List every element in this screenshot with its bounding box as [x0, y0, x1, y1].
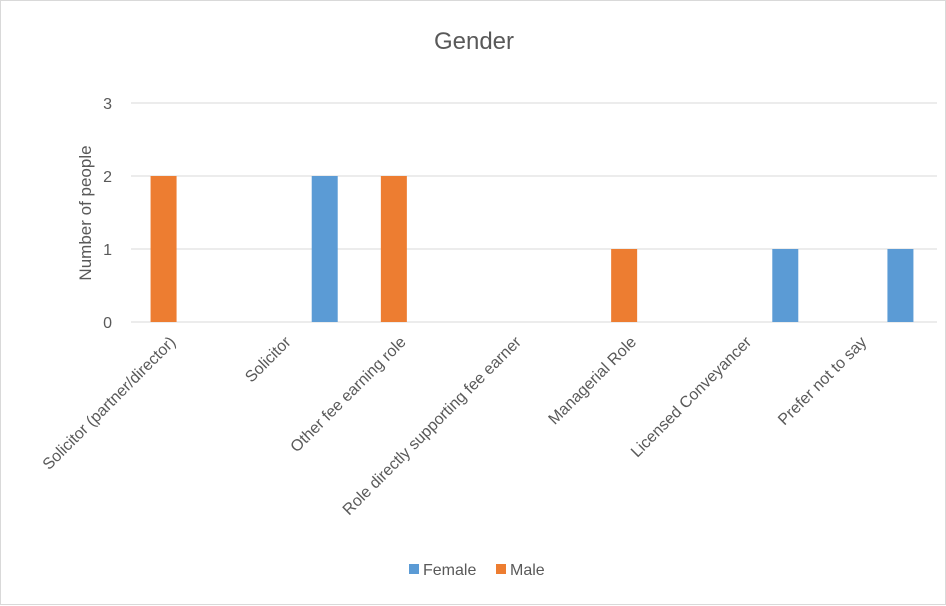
- y-axis-ticks: 0 1 2 3: [103, 96, 112, 332]
- legend-label: Female: [423, 562, 476, 579]
- bars: [150, 176, 914, 322]
- x-tick-label: Solicitor: [242, 333, 295, 386]
- x-tick-label: Prefer not to say: [775, 334, 870, 429]
- bar-female: [772, 249, 799, 322]
- legend-swatch-male: [496, 564, 506, 574]
- x-tick-label: Managerial Role: [546, 334, 640, 428]
- bar-female: [311, 176, 338, 322]
- y-tick-label: 1: [103, 242, 112, 259]
- bar-male: [611, 249, 638, 322]
- bar-female: [887, 249, 914, 322]
- x-tick-label: Other fee earning role: [288, 334, 410, 456]
- y-tick-label: 3: [103, 96, 112, 113]
- y-tick-label: 2: [103, 169, 112, 186]
- legend-swatch-female: [409, 564, 419, 574]
- x-axis-ticks: Solicitor (partner/director) SolicitorOth…: [40, 333, 871, 518]
- bar-male: [150, 176, 177, 322]
- y-axis-label: Number of people: [76, 145, 95, 280]
- bar-male: [380, 176, 407, 322]
- legend: Female Male: [409, 562, 545, 579]
- gridlines: [131, 102, 937, 323]
- y-tick-label: 0: [103, 315, 112, 332]
- x-tick-label: Role directly supporting fee earner: [340, 333, 525, 518]
- x-tick-label: Solicitor (partner/director): [40, 334, 180, 474]
- legend-label: Male: [510, 562, 545, 579]
- x-tick-label: Licensed Conveyancer: [628, 333, 756, 461]
- chart-title: Gender: [434, 28, 514, 55]
